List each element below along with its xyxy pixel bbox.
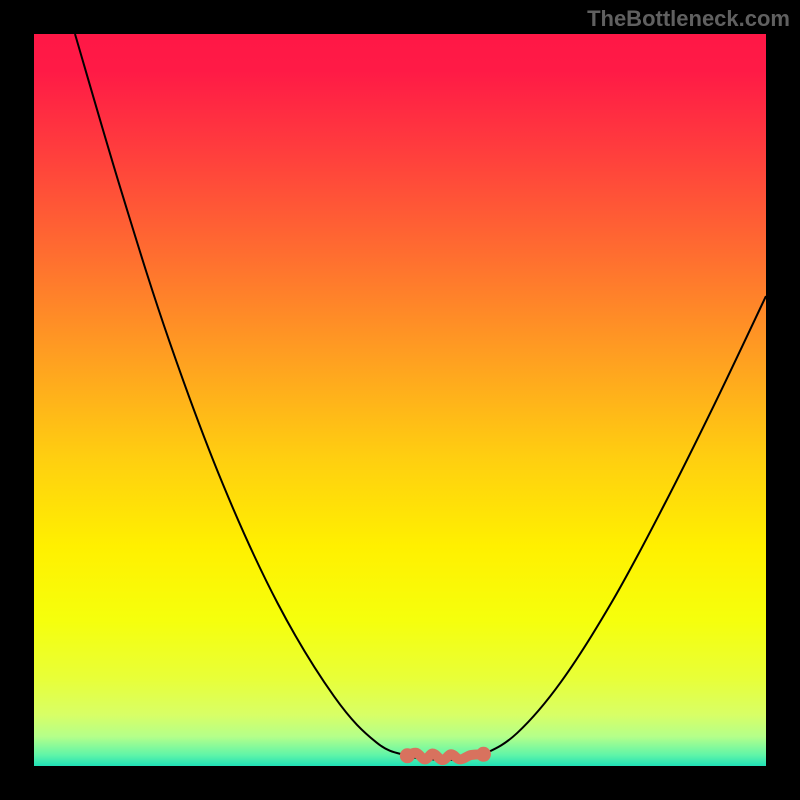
highlight-end-dot <box>476 747 491 762</box>
highlight-start-dot <box>400 748 415 763</box>
watermark-text: TheBottleneck.com <box>587 6 790 32</box>
plot-background <box>34 34 766 766</box>
bottleneck-chart <box>0 0 800 800</box>
chart-container: TheBottleneck.com <box>0 0 800 800</box>
